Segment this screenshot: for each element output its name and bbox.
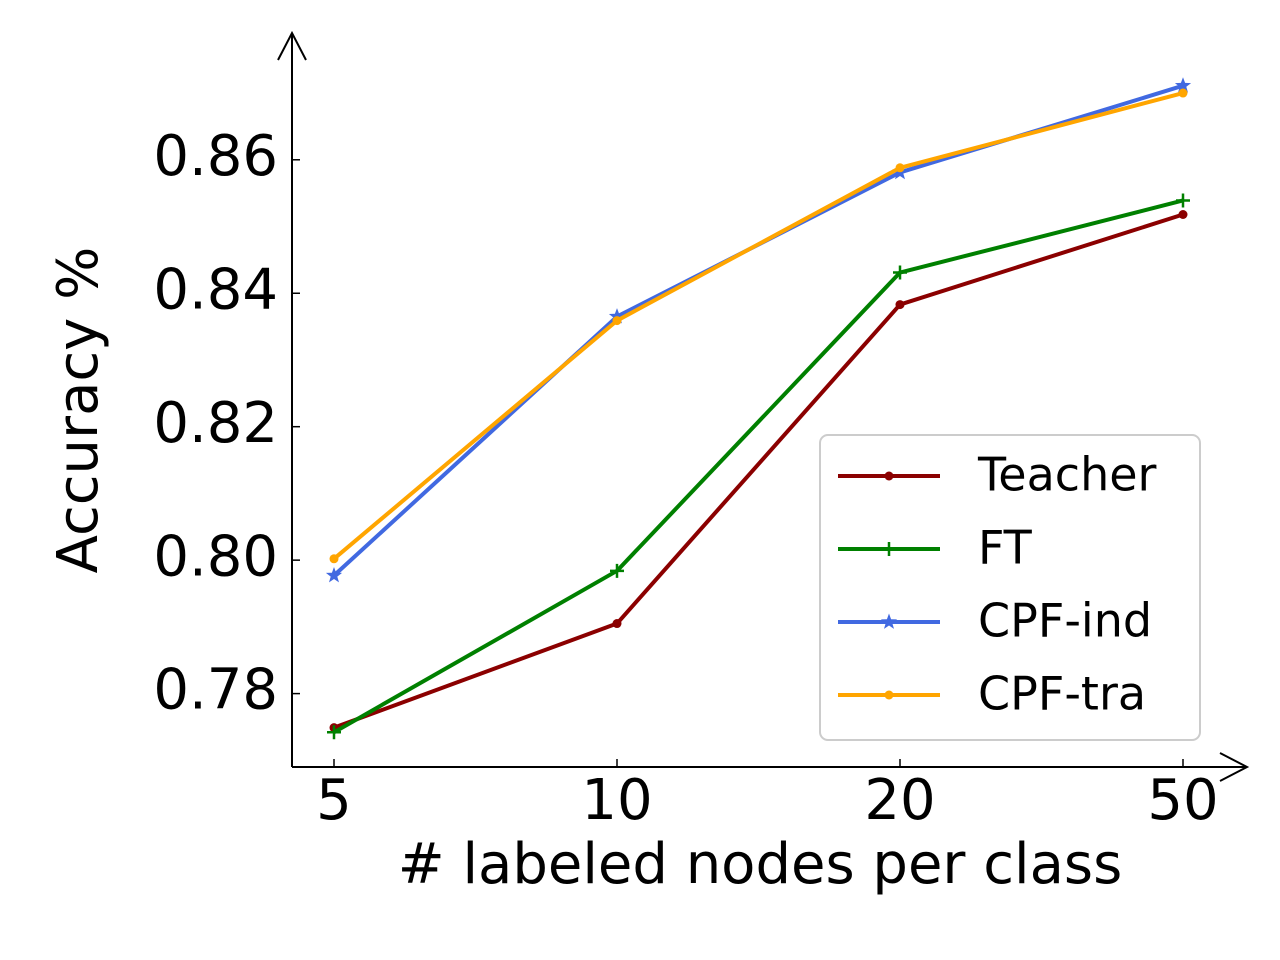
marker bbox=[1174, 77, 1192, 93]
legend-frame bbox=[819, 434, 1201, 741]
marker bbox=[325, 567, 343, 583]
y-tick-label: 0.82 bbox=[153, 391, 278, 456]
legend-marker bbox=[880, 613, 898, 629]
x-tick-label: 20 bbox=[864, 768, 935, 833]
legend: Teacher FT CPF-ind CPF-tra bbox=[819, 434, 1201, 741]
marker bbox=[895, 163, 905, 173]
series-line bbox=[333, 212, 1184, 730]
y-tick-label: 0.84 bbox=[153, 257, 278, 322]
marker bbox=[329, 554, 339, 564]
y-tick-label: 0.86 bbox=[153, 124, 278, 189]
marker bbox=[893, 265, 907, 280]
marker bbox=[608, 308, 626, 324]
x-axis-arrow bbox=[1219, 752, 1250, 782]
legend-label: FT bbox=[978, 521, 1033, 575]
x-tick-label: 10 bbox=[581, 768, 652, 833]
y-tick-label: 0.78 bbox=[153, 658, 278, 723]
marker bbox=[895, 300, 905, 310]
legend-label: CPF-tra bbox=[978, 667, 1146, 721]
y-axis-arrow bbox=[277, 30, 307, 61]
marker bbox=[610, 563, 624, 578]
series-line bbox=[333, 198, 1184, 735]
legend-marker bbox=[882, 542, 896, 556]
legend-label: CPF-ind bbox=[978, 594, 1152, 648]
series-line bbox=[332, 91, 1184, 561]
x-tick-label: 50 bbox=[1147, 768, 1218, 833]
legend-marker bbox=[884, 471, 894, 481]
marker bbox=[612, 316, 622, 326]
marker bbox=[1176, 193, 1190, 208]
legend-marker bbox=[884, 690, 894, 700]
marker bbox=[1178, 209, 1188, 219]
y-axis-label: Accuracy % bbox=[46, 247, 111, 574]
marker bbox=[612, 619, 622, 629]
axes bbox=[277, 30, 1250, 782]
marker bbox=[1178, 88, 1188, 98]
legend-label: Teacher bbox=[977, 448, 1157, 502]
y-tick-label: 0.80 bbox=[153, 524, 278, 589]
marker bbox=[327, 725, 341, 740]
x-tick-label: 5 bbox=[316, 768, 352, 833]
x-axis-label: # labeled nodes per class bbox=[398, 832, 1123, 897]
